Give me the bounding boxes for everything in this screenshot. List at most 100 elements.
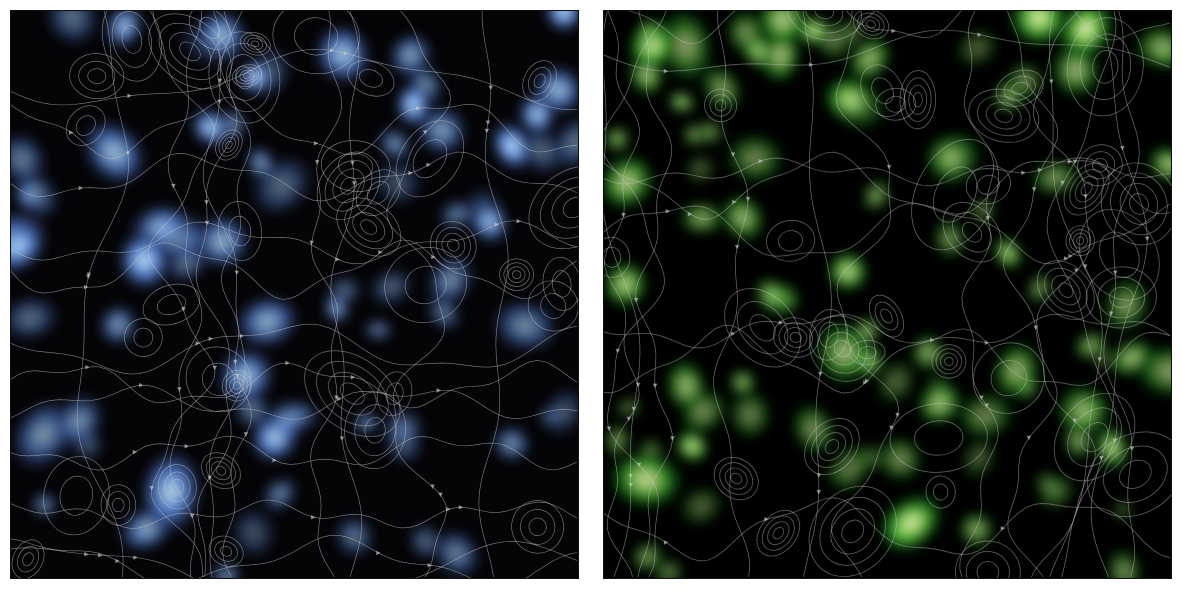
streamline-loop (221, 137, 236, 153)
streamline-arrow (1108, 311, 1114, 316)
streamline-loop (860, 64, 905, 117)
streamline-arrow (488, 85, 493, 90)
intensity-blob (1145, 144, 1171, 184)
intensity-blob (362, 318, 394, 342)
streamline-loop (1080, 422, 1109, 452)
streamline-loop (1119, 183, 1159, 225)
blue-vorticity-panel (10, 10, 579, 579)
streamline-curve (1090, 11, 1148, 578)
streamline-arrow (458, 505, 464, 510)
streamline-loop (817, 323, 868, 374)
streamline-loop (766, 220, 815, 262)
streamline-loop (124, 318, 163, 357)
streamline-arrow (208, 336, 214, 341)
blue-field-image (11, 11, 578, 578)
intensity-blob (43, 11, 102, 48)
streamline-arrow (732, 199, 737, 205)
intensity-blob (877, 491, 946, 555)
streamline-loop (395, 120, 464, 198)
streamline-curve (11, 384, 578, 420)
streamline-loop (1077, 144, 1123, 187)
streamline-loop (756, 509, 800, 557)
streamline-arrow (635, 382, 641, 388)
streamline-arrow (886, 164, 892, 170)
streamline-loop (825, 331, 860, 366)
streamline-arrow (734, 244, 740, 250)
streamline-curve (11, 435, 578, 471)
streamline-arrow (378, 249, 383, 255)
streamline-curve (604, 313, 1171, 349)
streamline-curve (635, 11, 673, 578)
streamline-arrow (195, 341, 200, 346)
intensity-blob (676, 199, 727, 237)
streamline-curve (604, 29, 1171, 72)
streamline-arrow (139, 382, 144, 388)
intensity-blob (722, 130, 788, 186)
streamline-loop (1069, 229, 1092, 253)
streamline-loop (156, 294, 186, 316)
streamlines (604, 11, 1171, 578)
streamline-arrow (84, 284, 89, 290)
streamline-loop (217, 201, 262, 261)
streamline-loop (540, 176, 578, 239)
streamline-loop (818, 321, 839, 348)
intensity-blob (695, 118, 725, 146)
streamline-arrow (778, 320, 784, 325)
streamline-loop (340, 382, 365, 405)
streamline-loop (899, 70, 936, 130)
streamline-arrow (127, 93, 132, 98)
streamline-loop (355, 169, 401, 216)
streamline-loop (208, 31, 281, 124)
intensity-blob (990, 338, 1043, 403)
streamline-arrow (171, 183, 176, 189)
streamline-loop (243, 34, 267, 53)
streamline-loop (364, 417, 386, 444)
streamline-loop (1069, 169, 1104, 209)
streamline-loop (1079, 209, 1160, 301)
intensity-blob (676, 483, 726, 529)
streamline-loop (713, 457, 759, 501)
intensity-blob (613, 395, 644, 419)
intensity-blob (543, 11, 578, 33)
streamline-loop (1058, 282, 1074, 298)
streamline-curve (604, 11, 667, 578)
intensity-blob (219, 107, 248, 141)
streamline-loop (977, 95, 1031, 136)
intensity-blobs (604, 11, 1171, 578)
streamline-curve (202, 11, 246, 578)
streamline-loop (866, 20, 876, 29)
streamline-loop (133, 327, 154, 348)
streamline-loop (528, 165, 578, 249)
streamline-loop (709, 94, 732, 117)
streamline-loop (1075, 175, 1099, 203)
streamline-loop (805, 11, 844, 27)
streamline-arrow (115, 558, 120, 564)
streamline-arrow (730, 152, 736, 157)
streamline-loop (778, 230, 803, 252)
streamline-loop (994, 108, 1013, 123)
streamline-arrow (1129, 446, 1135, 451)
intensity-blob (677, 386, 730, 438)
streamline-loop (1099, 231, 1140, 278)
streamline-loop (112, 497, 125, 513)
intensity-blob (682, 152, 718, 186)
streamline-loop (528, 517, 547, 536)
intensity-blob (549, 113, 578, 173)
streamline-loop (962, 222, 982, 243)
streamline-loop (1037, 260, 1095, 320)
intensity-blob (196, 11, 247, 61)
streamline-loop (384, 247, 467, 323)
intensity-blob (1006, 11, 1072, 49)
streamline-arrow (132, 449, 138, 455)
streamline-arrow (243, 432, 249, 437)
intensity-blob (164, 244, 210, 284)
streamline-arrow (84, 552, 89, 557)
streamline-loop (1003, 75, 1036, 101)
streamline-loop (819, 497, 886, 566)
intensity-blob (727, 368, 758, 397)
streamline-loop (235, 66, 259, 85)
streamline-loop (354, 404, 396, 457)
streamline-loop (1044, 267, 1088, 313)
streamline-arrow (816, 490, 821, 495)
streamline-loop (247, 37, 264, 50)
